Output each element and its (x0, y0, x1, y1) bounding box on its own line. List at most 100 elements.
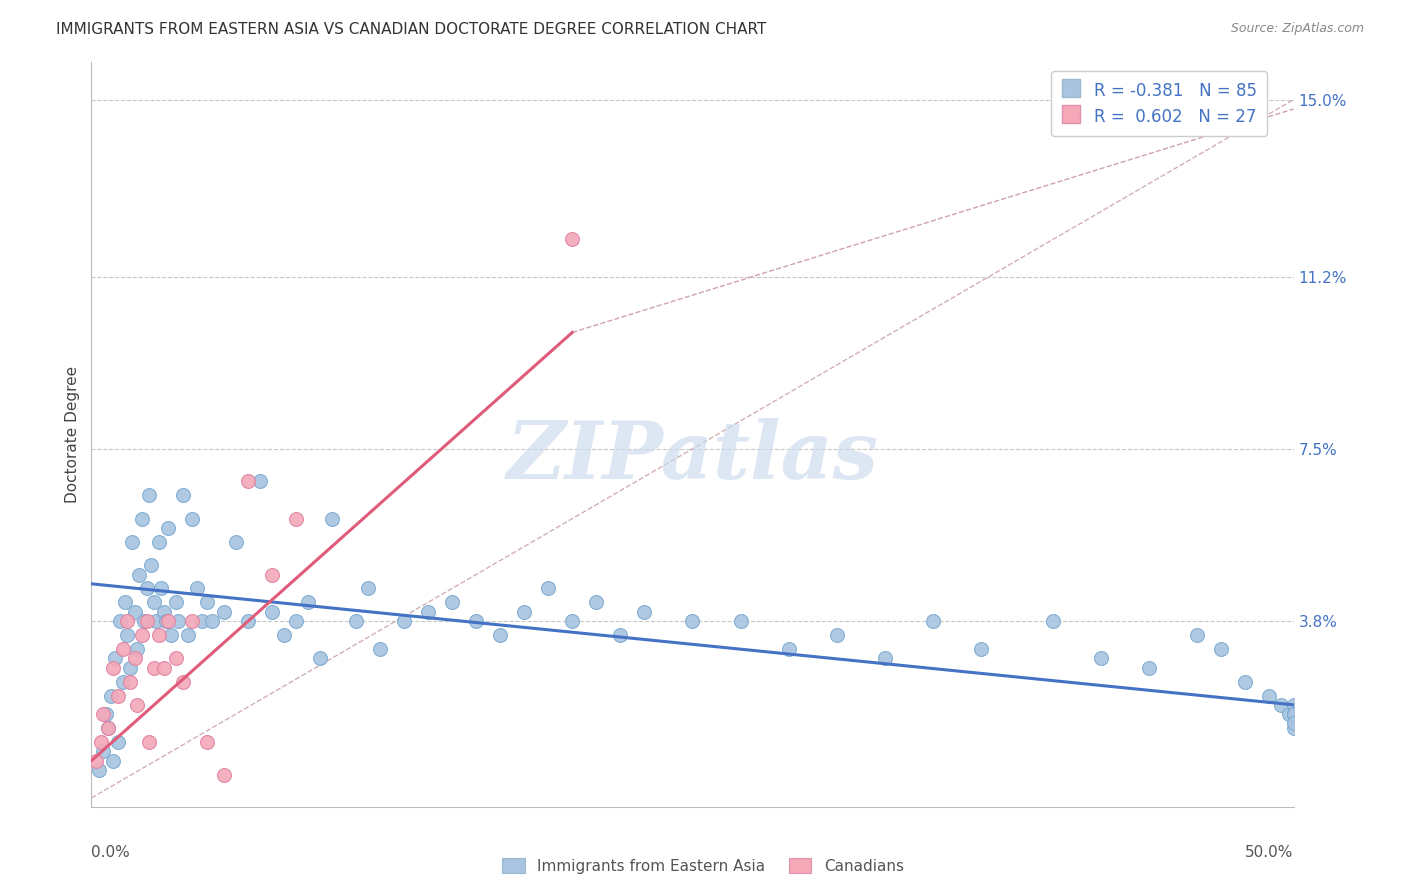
Point (585, 595, 607, 609)
Point (970, 642, 993, 657)
Point (1187, 628, 1209, 642)
Point (138, 735, 160, 749)
Point (537, 582, 560, 596)
Point (260, 605, 283, 619)
Point (273, 628, 295, 642)
Text: IMMIGRANTS FROM EASTERN ASIA VS CANADIAN DOCTORATE DEGREE CORRELATION CHART: IMMIGRANTS FROM EASTERN ASIA VS CANADIAN… (56, 22, 766, 37)
Point (1258, 689, 1281, 703)
Point (1234, 674, 1257, 689)
Point (100, 689, 122, 703)
Point (145, 614, 167, 628)
Point (142, 595, 165, 609)
Point (111, 674, 134, 689)
Point (195, 735, 218, 749)
Point (195, 595, 218, 609)
Point (225, 535, 247, 549)
Point (114, 595, 136, 609)
Point (157, 521, 180, 535)
Point (368, 642, 391, 657)
Point (873, 651, 896, 665)
Point (825, 628, 848, 642)
Point (93, 707, 115, 722)
Y-axis label: Doctorate Degree: Doctorate Degree (65, 367, 80, 503)
Point (186, 582, 208, 596)
Point (236, 475, 259, 489)
Point (134, 614, 156, 628)
Point (416, 605, 439, 619)
Point (118, 674, 141, 689)
Point (121, 535, 143, 549)
Point (1042, 614, 1064, 628)
Point (212, 767, 235, 781)
Point (110, 614, 132, 628)
Point (176, 628, 198, 642)
Point (93, 744, 115, 758)
Point (489, 628, 512, 642)
Point (191, 614, 214, 628)
Point (1282, 698, 1305, 712)
Point (125, 642, 148, 657)
Point (284, 511, 307, 525)
Point (152, 660, 174, 674)
Point (778, 642, 800, 657)
Point (201, 614, 224, 628)
Point (1282, 721, 1305, 735)
Point (922, 614, 945, 628)
Text: 50.0%: 50.0% (1246, 845, 1294, 860)
Point (167, 614, 190, 628)
Point (1137, 660, 1160, 674)
Point (117, 614, 139, 628)
Point (142, 660, 165, 674)
Point (111, 642, 134, 657)
Point (1282, 707, 1305, 722)
Point (141, 558, 163, 573)
Point (236, 614, 259, 628)
Point (344, 614, 367, 628)
Point (128, 567, 150, 582)
Point (117, 628, 139, 642)
Point (152, 605, 174, 619)
Point (97, 721, 120, 735)
Point (284, 614, 307, 628)
Point (633, 605, 655, 619)
Point (118, 660, 141, 674)
Point (1282, 716, 1305, 731)
Legend: R = -0.381   N = 85, R =  0.602   N = 27: R = -0.381 N = 85, R = 0.602 N = 27 (1050, 70, 1267, 136)
Point (561, 614, 583, 628)
Point (165, 651, 187, 665)
Point (87, 763, 110, 777)
Point (157, 614, 180, 628)
Point (97, 721, 120, 735)
Point (181, 614, 204, 628)
Point (148, 628, 170, 642)
Point (150, 582, 173, 596)
Point (609, 628, 631, 642)
Point (392, 614, 415, 628)
Point (135, 614, 157, 628)
Point (159, 628, 181, 642)
Point (165, 595, 187, 609)
Point (1278, 707, 1301, 722)
Point (1282, 707, 1305, 722)
Point (124, 605, 146, 619)
Point (260, 567, 283, 582)
Point (125, 698, 148, 712)
Text: Source: ZipAtlas.com: Source: ZipAtlas.com (1230, 22, 1364, 36)
Point (172, 488, 194, 502)
Point (104, 651, 127, 665)
Text: 0.0%: 0.0% (91, 845, 131, 860)
Point (321, 511, 343, 525)
Point (513, 605, 536, 619)
Point (297, 595, 319, 609)
Point (561, 232, 583, 246)
Point (148, 535, 170, 549)
Point (124, 651, 146, 665)
Point (357, 582, 380, 596)
Point (155, 614, 177, 628)
Point (138, 488, 160, 502)
Point (101, 660, 124, 674)
Point (212, 605, 235, 619)
Text: ZIPatlas: ZIPatlas (506, 418, 879, 496)
Point (172, 674, 194, 689)
Point (1211, 642, 1233, 657)
